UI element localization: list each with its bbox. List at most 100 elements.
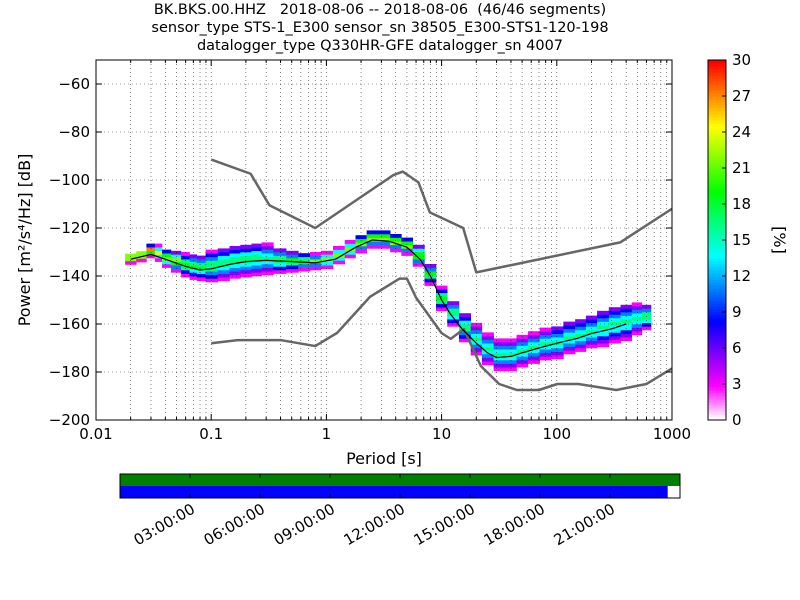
psd-cell	[620, 337, 633, 342]
psd-cell	[481, 357, 494, 362]
psd-cell	[196, 273, 206, 278]
psd-lines	[130, 158, 672, 392]
psd-cell	[154, 258, 163, 262]
colorbar-segment	[708, 153, 726, 157]
psd-cell	[505, 363, 517, 368]
psd-cell	[608, 318, 621, 322]
psd-cell	[196, 262, 206, 267]
psd-cell	[481, 354, 494, 358]
psd-cell	[575, 340, 587, 345]
colorbar-segment	[708, 270, 726, 274]
psd-cell	[251, 258, 262, 262]
colorbar-segment	[708, 84, 726, 88]
psd-cell	[493, 338, 506, 343]
psd-cell	[447, 308, 460, 313]
colorbar-segment	[708, 345, 726, 349]
timeline-tick-label: 09:00:00	[271, 500, 338, 549]
timeline-tick-label: 18:00:00	[481, 500, 548, 549]
psd-cell	[493, 342, 506, 346]
psd-cell	[505, 367, 517, 372]
colorbar-segment	[708, 249, 726, 253]
psd-cell	[344, 240, 356, 244]
psd-cell	[527, 334, 540, 339]
psd-cell	[401, 241, 413, 246]
psd-cell	[286, 268, 299, 273]
colorbar-segment	[708, 366, 726, 370]
psd-cell	[563, 346, 576, 351]
colorbar-segment	[708, 81, 726, 85]
psd-cell	[505, 349, 517, 354]
psd-cell	[447, 319, 460, 324]
psd-cell	[424, 267, 437, 272]
psd-cell	[366, 230, 379, 235]
psd-cell	[320, 250, 334, 255]
psd-cell	[597, 332, 610, 337]
y-tick-label: −200	[49, 411, 90, 429]
psd-cell	[217, 255, 230, 260]
psd-cell	[205, 278, 219, 283]
y-tick-label: −100	[49, 171, 90, 189]
colorbar-segment	[708, 192, 726, 196]
psd-cell	[261, 253, 274, 258]
colorbar-segment	[708, 162, 726, 166]
colorbar-segment	[708, 234, 726, 238]
psd-cell	[620, 308, 633, 313]
psd-cell	[539, 349, 552, 354]
psd-cell	[273, 270, 287, 274]
psd-cell	[170, 265, 182, 270]
colorbar-segment	[708, 282, 726, 286]
psd-cell	[273, 248, 287, 253]
psd-cell	[261, 256, 274, 261]
psd-cell	[505, 356, 517, 361]
colorbar-segment	[708, 240, 726, 244]
psd-cell	[217, 270, 230, 274]
psd-cell	[585, 337, 598, 342]
psd-cell	[620, 315, 633, 320]
colorbar-segment	[708, 297, 726, 301]
psd-cell	[378, 234, 391, 238]
psd-cell	[458, 316, 471, 321]
colorbar-segment	[708, 243, 726, 247]
colorbar-segment	[708, 87, 726, 91]
colorbar-segment	[708, 303, 726, 307]
psd-cell	[273, 255, 287, 260]
colorbar-segment	[708, 363, 726, 367]
psd-cell	[458, 320, 471, 325]
colorbar-segment	[708, 339, 726, 343]
psd-cell	[527, 352, 540, 357]
noise-model-high-line	[210, 158, 672, 274]
psd-cell	[563, 332, 576, 337]
psd-cell	[310, 259, 322, 264]
colorbar-segment	[708, 417, 726, 421]
psd-cell	[261, 267, 274, 272]
colorbar-segment	[708, 165, 726, 169]
psd-cell	[251, 261, 262, 266]
psd-cell	[320, 265, 334, 270]
psd-cell	[390, 234, 402, 238]
psd-cell	[447, 322, 460, 327]
psd-cell	[196, 259, 206, 264]
colorbar-label: [%]	[770, 226, 789, 254]
psd-cell	[641, 312, 652, 316]
psd-cell	[181, 273, 190, 278]
psd-cell	[631, 324, 643, 328]
psd-cell	[641, 319, 652, 324]
y-axis-label: Power [m²/s⁴/Hz] [dB]	[15, 154, 34, 327]
psd-cell	[631, 320, 643, 325]
psd-cell	[240, 273, 252, 278]
colorbar-segment	[708, 246, 726, 250]
colorbar-segment	[708, 414, 726, 418]
colorbar-segment	[708, 291, 726, 295]
psd-cell	[298, 264, 311, 268]
psd-cell	[261, 249, 274, 254]
psd-cell	[412, 259, 425, 264]
colorbar-segment	[708, 360, 726, 364]
chart-title-line-3: datalogger_type Q330HR-GFE datalogger_sn…	[196, 38, 564, 54]
psd-cell	[575, 326, 587, 331]
colorbar-segment	[708, 144, 726, 148]
psd-cell	[229, 246, 241, 250]
psd-cell	[620, 330, 633, 334]
y-tick-label: −160	[49, 315, 90, 333]
psd-cell	[539, 327, 552, 332]
y-tick-label: −120	[49, 219, 90, 237]
